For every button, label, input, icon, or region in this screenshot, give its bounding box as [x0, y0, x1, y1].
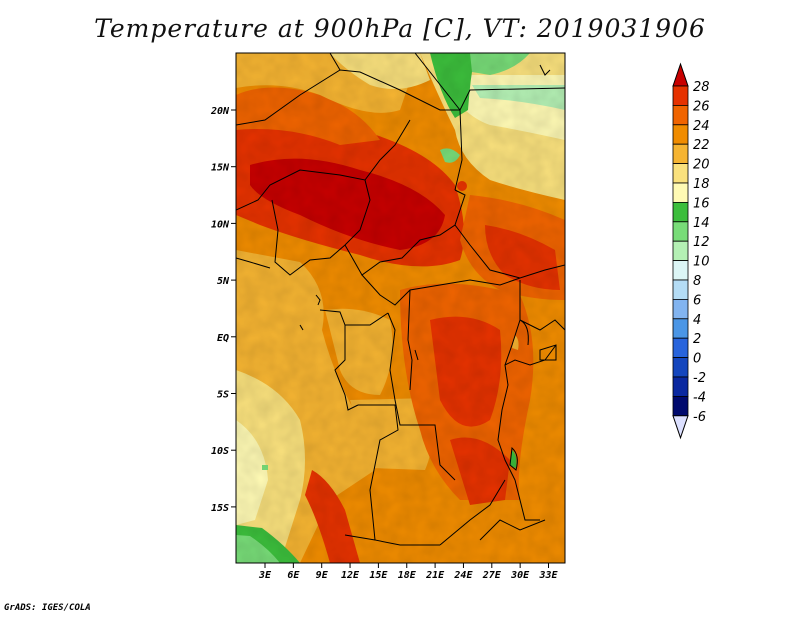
colorbar-label: 20: [693, 158, 710, 173]
lon-tick-label: 18E: [398, 570, 417, 581]
longitude-axis: 3E 6E 9E 12E 15E 18E 21E 24E 27E 30E 33E: [258, 563, 559, 581]
colorbar-label: 2: [693, 332, 701, 347]
lon-tick-label: 33E: [538, 570, 558, 581]
temperature-field: [236, 53, 565, 563]
colorbar-label: -6: [693, 410, 706, 425]
colorbar-label: 28: [693, 80, 710, 95]
colorbar-segment: [672, 143, 689, 164]
lon-tick-label: 30E: [510, 570, 530, 581]
colorbar-segment: [672, 240, 689, 261]
colorbar-segment: [672, 105, 689, 126]
colorbar-segment: [672, 298, 689, 320]
colorbar-segment: [672, 395, 689, 417]
colorbar-label: 12: [693, 235, 710, 250]
colorbar-under-triangle: [672, 415, 689, 440]
lat-tick-label: 15N: [211, 163, 230, 174]
colorbar-label: 18: [693, 177, 710, 192]
lon-tick-label: 21E: [425, 570, 445, 581]
colorbar-segment: [672, 182, 689, 203]
map-frame: [235, 52, 566, 564]
country-borders: [236, 53, 565, 546]
colorbar-segment: [672, 221, 689, 242]
colorbar-label: 4: [693, 313, 701, 328]
lat-tick-label: 5S: [217, 390, 229, 401]
lat-tick-label: 20N: [210, 106, 230, 117]
lon-tick-label: 15E: [369, 570, 388, 581]
colorbar-segment: [672, 124, 689, 145]
colorbar-segment: [672, 337, 689, 359]
colorbar-label: -2: [693, 371, 706, 386]
lon-tick-label: 6E: [287, 570, 300, 581]
lat-tick-label: EQ: [217, 333, 229, 344]
colorbar-segment: [672, 376, 689, 397]
lat-tick-label: 10N: [211, 219, 230, 230]
lon-tick-label: 24E: [453, 570, 473, 581]
colorbar-label: 16: [693, 196, 710, 211]
colorbar-label: 24: [693, 119, 710, 134]
lat-tick-label: 5N: [217, 276, 230, 287]
colorbar-segment: [672, 318, 689, 339]
colorbar-label: -4: [693, 390, 706, 405]
lon-tick-label: 27E: [482, 570, 502, 581]
lon-tick-label: 3E: [258, 570, 272, 581]
colorbar-segment: [672, 163, 689, 184]
colorbar-over-triangle: [672, 62, 689, 87]
lat-tick-label: 15S: [211, 503, 229, 514]
colorbar-segment: [672, 260, 689, 281]
colorbar-label: 14: [693, 216, 710, 231]
chart-title: Temperature at 900hPa [C], VT: 201903190…: [94, 14, 706, 43]
lon-tick-label: 9E: [316, 570, 329, 581]
colorbar-segment: [672, 201, 689, 223]
colorbar-segment: [672, 85, 689, 106]
colorbar-label: 8: [693, 274, 701, 289]
footer-credit: GrADS: IGES/COLA: [4, 603, 91, 613]
colorbar-segment: [672, 357, 689, 378]
lat-tick-label: 10S: [211, 446, 229, 457]
colorbar-segment: [672, 279, 689, 300]
colorbar-label: 6: [693, 293, 701, 308]
colorbar-label: 10: [693, 255, 710, 270]
latitude-axis: 20N 15N 10N 5N EQ 5S 10S 15S: [210, 106, 236, 514]
colorbar-label: 22: [693, 138, 710, 153]
lon-tick-label: 12E: [341, 570, 360, 581]
colorbar-label: 0: [693, 352, 701, 367]
colorbar-label: 26: [693, 99, 710, 114]
